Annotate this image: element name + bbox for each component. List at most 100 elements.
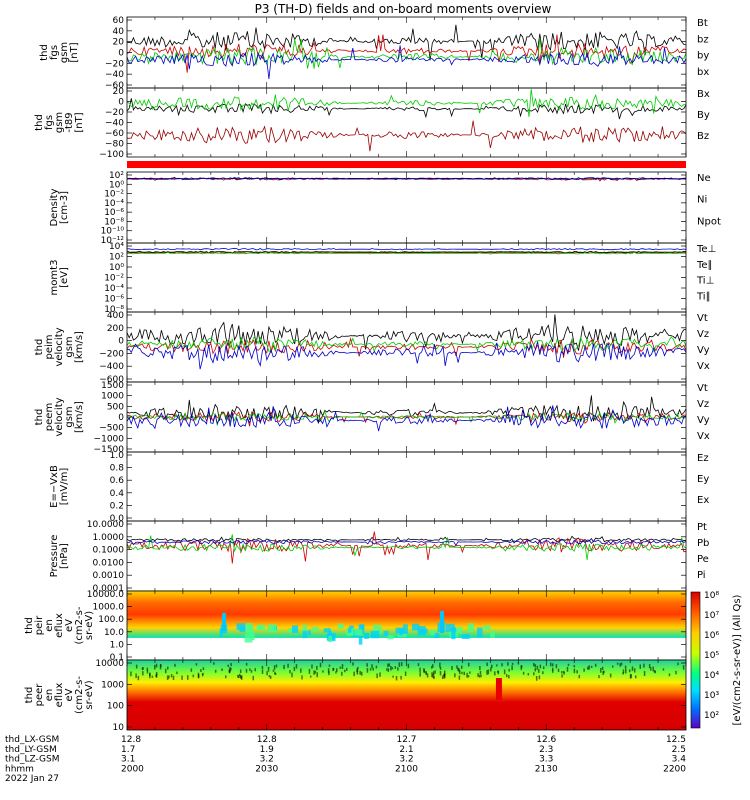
peir-heatmap-cell bbox=[360, 624, 365, 631]
peir-heatmap-cell bbox=[236, 623, 246, 630]
peer-heatmap-cell bbox=[467, 675, 470, 678]
peer-heatmap-cell bbox=[386, 668, 388, 671]
peer-heatmap-cell bbox=[149, 673, 151, 679]
peer-heatmap-cell bbox=[467, 662, 470, 667]
peir-spectrogram-ylabel: eflux bbox=[54, 613, 65, 638]
panel-efield: 1.0 0.8 0.6 0.4 0.2 0.0 E=−VxB [mV/m] Ez Ey Ex bbox=[49, 451, 709, 524]
peir-heatmap-cell bbox=[244, 634, 253, 643]
peer-heatmap-cell bbox=[372, 667, 374, 671]
peer-heatmap-cell bbox=[561, 674, 563, 678]
peer-heatmap-cell bbox=[444, 673, 446, 679]
peer-heatmap-cell bbox=[652, 666, 654, 672]
peer-heatmap-cell bbox=[353, 671, 355, 677]
peer-heatmap-cell bbox=[583, 668, 585, 672]
peer-heatmap-cell bbox=[227, 664, 229, 667]
pressure-series-3 bbox=[126, 539, 687, 546]
peer-heatmap-cell bbox=[239, 673, 241, 677]
peer-heatmap-cell bbox=[567, 663, 570, 666]
density-tick-label: 10⁻⁶ bbox=[104, 208, 124, 218]
peer-heatmap-cell bbox=[527, 673, 530, 676]
density-tick-label: 10⁻⁴ bbox=[104, 199, 124, 209]
peer-heatmap-cell bbox=[536, 665, 539, 670]
peir-spectrogram-ylabel: sr-eV) bbox=[84, 611, 95, 640]
peer-heatmap-cell bbox=[503, 669, 506, 675]
temperature-ylabel: momt3 bbox=[49, 260, 60, 296]
peer-heatmap-cell bbox=[176, 671, 178, 675]
peem-velocity-ylabel: thd bbox=[34, 409, 45, 426]
peer-heatmap-cell bbox=[230, 667, 232, 671]
fgs-legend-bz: bz bbox=[697, 34, 709, 45]
density-frame bbox=[126, 171, 687, 244]
peem-velocity-series-3 bbox=[126, 405, 687, 432]
peer-heatmap-cell bbox=[458, 675, 461, 680]
peim-velocity-legend-Vt: Vt bbox=[697, 313, 708, 324]
peer-heatmap-cell bbox=[366, 667, 369, 673]
fgs-t89-tick-label: −40 bbox=[105, 119, 124, 129]
ephemeris-value: 2100 bbox=[395, 764, 418, 774]
peer-heatmap-cell bbox=[201, 673, 204, 677]
pressure-legend-Pi: Pi bbox=[697, 570, 706, 581]
peir-heatmap-cell bbox=[258, 624, 263, 630]
peir-heatmap-cell bbox=[461, 634, 470, 639]
peer-heatmap-cell bbox=[316, 665, 318, 671]
peir-heatmap-cell bbox=[302, 630, 308, 639]
peir-spectrogram-ylabel: en bbox=[44, 619, 55, 632]
peer-spectrogram-ylabel: (cm2-s- bbox=[74, 676, 85, 714]
peer-heatmap-cell bbox=[341, 664, 344, 669]
peer-heatmap-cell bbox=[538, 675, 541, 680]
peer-heatmap-cell bbox=[274, 671, 276, 675]
peir-heatmap-cell bbox=[246, 626, 254, 636]
ephemeris-value: 2030 bbox=[255, 764, 278, 774]
peer-heatmap-cell bbox=[497, 670, 500, 675]
colorbar-tick: 10³ bbox=[704, 691, 719, 701]
peer-spectrogram-ylabel: sr-eV) bbox=[84, 680, 95, 709]
density-legend-Ni: Ni bbox=[697, 195, 707, 206]
efield-frame bbox=[126, 451, 687, 522]
peer-heatmap-cell bbox=[230, 662, 232, 667]
peim-velocity-ylabel: [km/s] bbox=[74, 331, 85, 363]
peer-heatmap-cell bbox=[487, 669, 490, 675]
date-label: 2022 Jan 27 bbox=[5, 774, 59, 784]
colorbar-label: [eV/(cm2-s-sr-eV)] (All Qs) bbox=[732, 594, 743, 725]
peer-heatmap-cell bbox=[495, 664, 498, 667]
peem-velocity-tick-label: −1500 bbox=[94, 445, 125, 455]
peer-heatmap-cell bbox=[551, 663, 554, 667]
ephemeris-row-label: thd_LZ-GSM bbox=[5, 755, 60, 765]
peer-heatmap-cell bbox=[601, 666, 604, 671]
peer-heatmap-cell bbox=[431, 672, 433, 678]
peir-spectrogram-ylabel: peir bbox=[34, 615, 45, 635]
temperature-tick-label: 10⁻⁶ bbox=[104, 295, 124, 305]
peer-heatmap-cell bbox=[533, 662, 535, 667]
efield-legend-Ey: Ey bbox=[697, 474, 709, 485]
peer-heatmap-cell bbox=[619, 663, 621, 667]
density-ylabel: Density bbox=[49, 188, 60, 226]
peer-heatmap-cell bbox=[239, 669, 242, 674]
fgs-ylabel: thd bbox=[39, 44, 50, 61]
peer-heatmap-cell bbox=[434, 670, 436, 674]
peer-heatmap-cell bbox=[172, 675, 175, 681]
pressure-tick-label: 0.1000 bbox=[93, 546, 125, 556]
peim-velocity-legend-Vz: Vz bbox=[697, 329, 709, 340]
density-tick-label: 10⁻² bbox=[104, 190, 124, 200]
peer-heatmap-cell bbox=[272, 669, 275, 672]
peem-velocity-ylabel: [km/s] bbox=[74, 401, 85, 433]
fgs-t89-legend-Bx: Bx bbox=[697, 89, 710, 100]
density-tick-label: 10² bbox=[109, 171, 124, 181]
peer-heatmap-cell bbox=[407, 663, 410, 669]
peer-heatmap-cell bbox=[490, 667, 492, 672]
efield-tick-label: 0.0 bbox=[110, 514, 125, 524]
peer-heatmap-cell bbox=[648, 664, 651, 669]
peer-heatmap-cell bbox=[555, 664, 558, 669]
peir-heatmap-cell bbox=[358, 635, 363, 645]
peer-heatmap-cell bbox=[507, 662, 509, 666]
fgs-tick-label: 0 bbox=[118, 49, 124, 59]
peir-heatmap-cell bbox=[490, 631, 495, 638]
peer-heatmap-cell bbox=[432, 671, 435, 676]
peer-heatmap-cell bbox=[328, 671, 330, 676]
fgs-t89-frame bbox=[126, 87, 687, 158]
peer-heatmap-cell bbox=[313, 670, 315, 675]
peer-heatmap-cell bbox=[391, 667, 394, 670]
pressure-legend-Pt: Pt bbox=[697, 522, 707, 533]
peer-heatmap-cell bbox=[388, 663, 391, 667]
